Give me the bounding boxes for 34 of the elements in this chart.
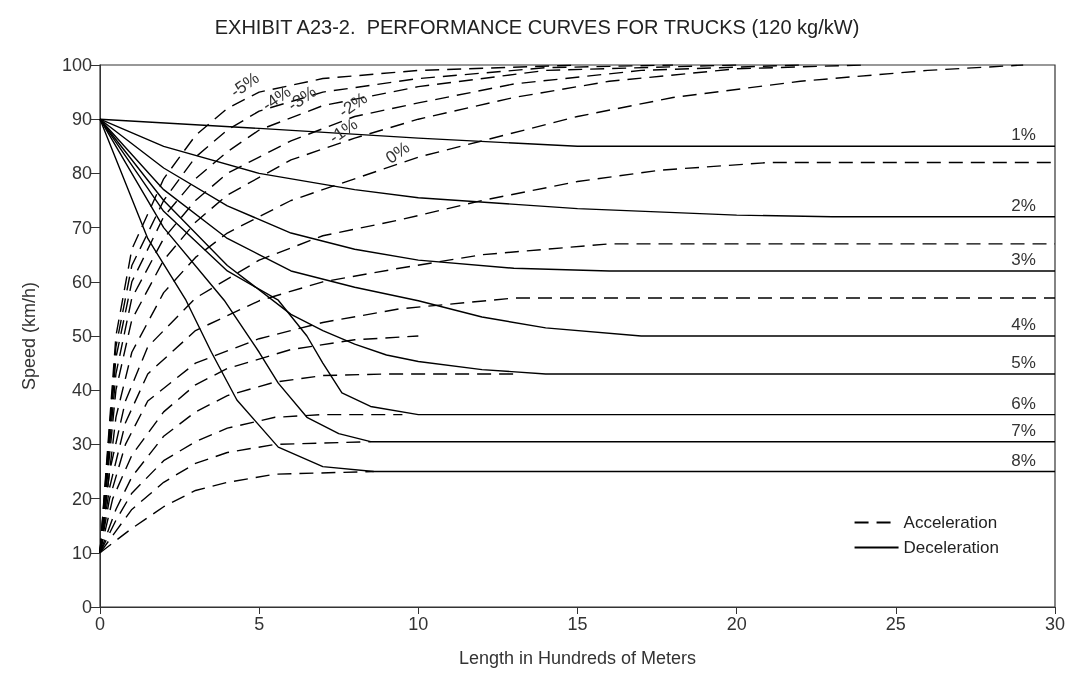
annotation: -5% xyxy=(226,68,263,102)
y-tick-label: 70 xyxy=(71,217,92,238)
legend-label: Deceleration xyxy=(903,538,1000,557)
x-tick-label: 25 xyxy=(885,614,906,634)
annotation: 8% xyxy=(1011,450,1036,470)
y-tick-label: 60 xyxy=(71,271,92,292)
y-tick-label: 20 xyxy=(71,488,92,509)
x-tick-label: 30 xyxy=(1044,614,1066,634)
y-tick-label: 90 xyxy=(71,109,92,130)
annotation: 6% xyxy=(1011,393,1036,413)
x-tick-label: 5 xyxy=(254,614,265,634)
legend-label: Acceleration xyxy=(903,513,998,532)
y-tick-label: 40 xyxy=(71,380,92,401)
y-tick-label: 10 xyxy=(71,542,92,563)
y-tick-label: 0 xyxy=(81,597,92,617)
x-axis-title: Length in Hundreds of Meters xyxy=(458,648,697,668)
y-tick-label: 100 xyxy=(61,55,92,75)
annotation: 7% xyxy=(1011,420,1036,440)
x-tick-label: 0 xyxy=(94,614,106,634)
annotation: 1% xyxy=(1011,125,1036,145)
annotation: 3% xyxy=(1011,249,1036,269)
annotation: 4% xyxy=(1011,315,1036,334)
y-tick-label: 50 xyxy=(71,326,92,346)
y-tick-label: 30 xyxy=(71,434,92,455)
x-tick-label: 20 xyxy=(726,614,747,634)
y-tick-label: 80 xyxy=(71,163,92,184)
annotation: 5% xyxy=(1011,352,1036,372)
annotation: 0% xyxy=(382,137,414,168)
chart-title: EXHIBIT A23-2. PERFORMANCE CURVES FOR TRUCKS (120 kg/kW) xyxy=(214,16,860,38)
y-axis-title: Speed (km/h) xyxy=(19,281,39,391)
x-tick-label: 15 xyxy=(567,614,588,634)
annotation: 2% xyxy=(1011,195,1036,215)
annotation: -1% xyxy=(325,114,362,148)
x-tick-label: 10 xyxy=(408,614,429,634)
